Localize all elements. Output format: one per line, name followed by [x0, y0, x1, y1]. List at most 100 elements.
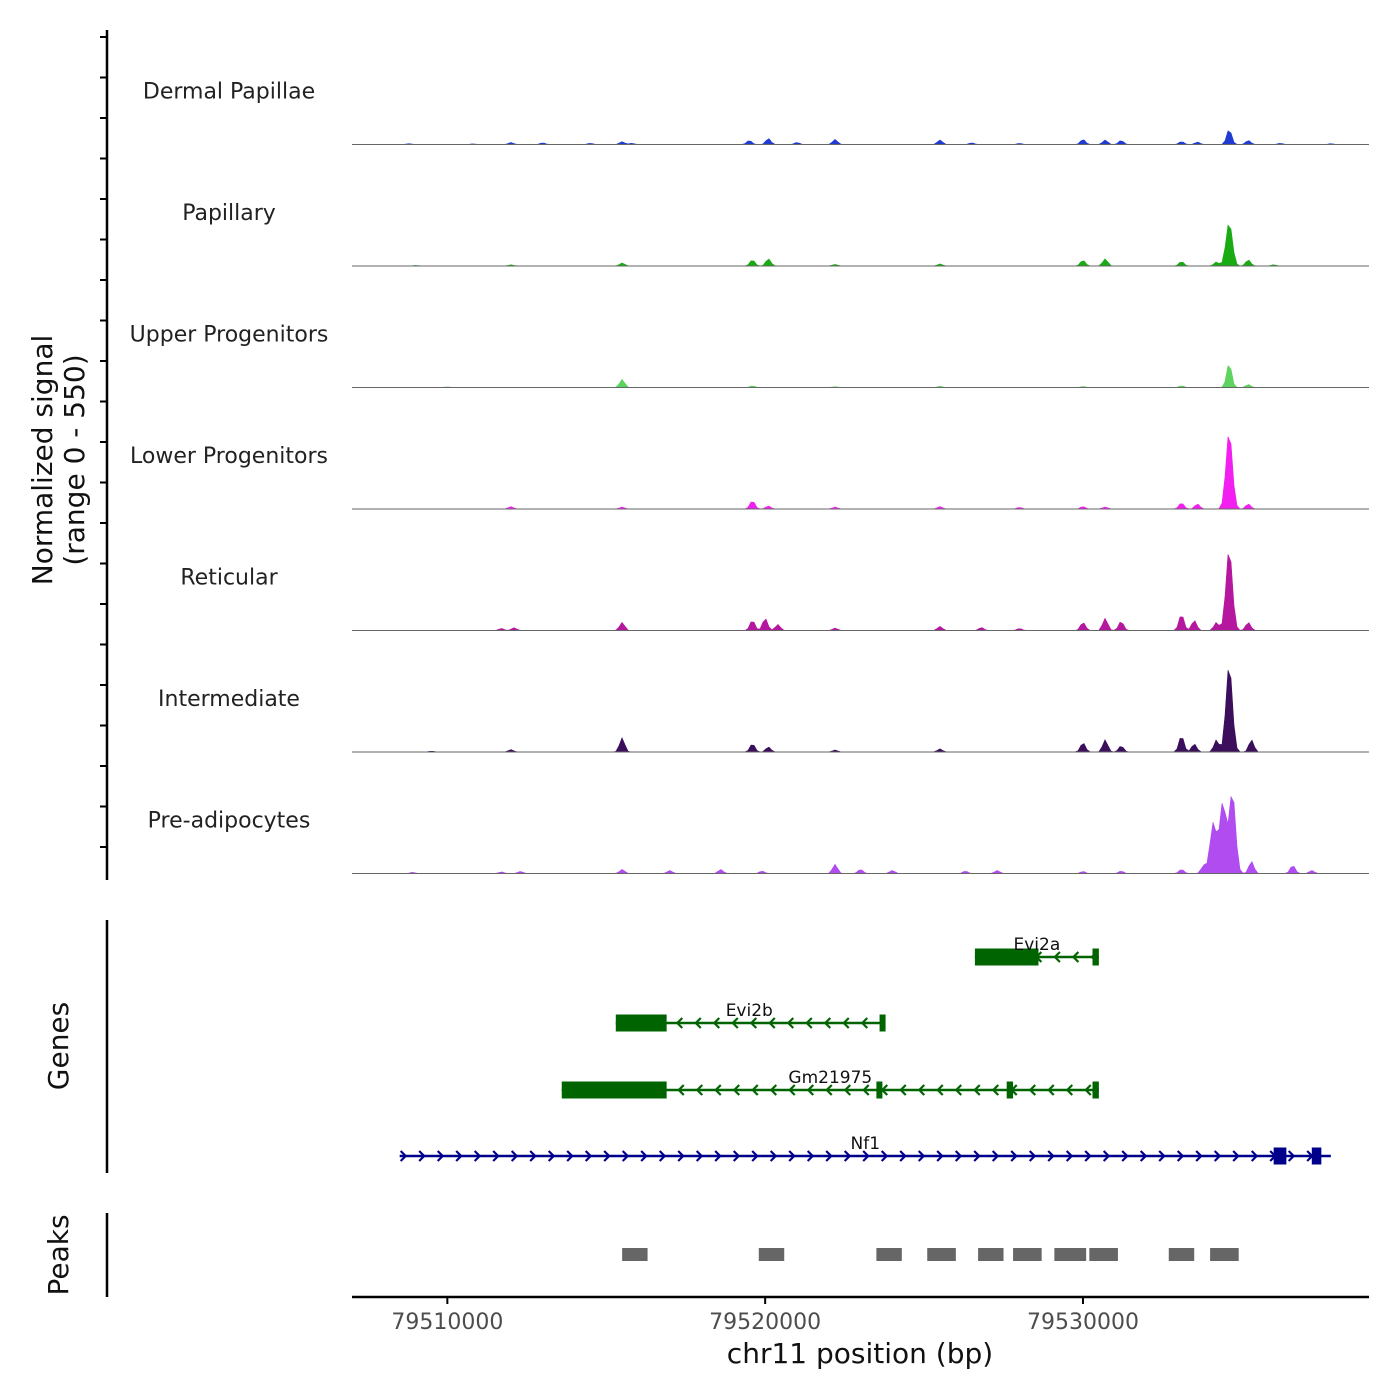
strand-chevron	[677, 1084, 685, 1096]
strand-chevron	[917, 1084, 926, 1096]
gene-exon	[561, 1081, 667, 1099]
strand-chevron	[1102, 1150, 1111, 1162]
strand-chevron	[712, 1017, 721, 1029]
strand-chevron	[695, 1084, 704, 1096]
strand-chevron	[768, 1017, 776, 1029]
peak-region	[978, 1248, 1004, 1261]
peak-region	[1054, 1248, 1087, 1261]
strand-chevron	[1028, 1150, 1037, 1162]
strand-chevron	[1071, 951, 1080, 963]
strand-chevron	[823, 1017, 832, 1029]
peak-region	[758, 1248, 785, 1261]
strand-chevron	[862, 1150, 870, 1162]
strand-chevron	[695, 1150, 704, 1162]
gene-gm21975: Gm21975	[561, 1068, 1099, 1099]
peak-region	[927, 1248, 956, 1261]
strand-chevron	[510, 1150, 519, 1162]
strand-chevron	[584, 1150, 593, 1162]
strand-chevron	[973, 1150, 981, 1162]
strand-chevron	[714, 1150, 722, 1162]
coverage-area	[352, 130, 1369, 145]
x-tick-label: 79510000	[391, 1310, 503, 1335]
strand-chevron	[899, 1084, 907, 1096]
strand-chevron	[1121, 1150, 1129, 1162]
strand-chevron	[1047, 1084, 1055, 1096]
strand-chevron	[1065, 1084, 1074, 1096]
coverage-area	[352, 364, 1369, 388]
peak-region	[876, 1248, 902, 1261]
strand-chevron	[1250, 1150, 1259, 1162]
strand-chevron	[732, 1150, 741, 1162]
strand-chevron	[640, 1150, 648, 1162]
strand-chevron	[1084, 1084, 1092, 1096]
strand-chevron	[1028, 1084, 1037, 1096]
gene-exon	[974, 948, 1039, 966]
gene-label: Evi2a	[1014, 935, 1061, 955]
strand-chevron	[714, 1084, 722, 1096]
gene-exon	[879, 1014, 886, 1032]
strand-chevron	[399, 1150, 408, 1162]
strand-chevron	[547, 1150, 556, 1162]
strand-chevron	[418, 1150, 426, 1162]
strand-chevron	[860, 1017, 869, 1029]
x-tick-label: 79520000	[709, 1310, 821, 1335]
peak-region	[1168, 1248, 1195, 1261]
strand-chevron	[1010, 1150, 1018, 1162]
strand-chevron	[825, 1084, 833, 1096]
gene-evi2a: Evi2a	[974, 935, 1099, 966]
strand-chevron	[1287, 1150, 1296, 1162]
strand-chevron	[788, 1084, 796, 1096]
gene-label: Nf1	[851, 1134, 881, 1154]
y-axis-range-label: (range 0 - 550)	[58, 354, 91, 565]
strand-chevron	[675, 1017, 684, 1029]
strand-chevron	[751, 1150, 759, 1162]
strand-chevron	[769, 1084, 778, 1096]
strand-chevron	[936, 1150, 944, 1162]
coverage-area	[352, 670, 1369, 753]
coverage-track-pre-adipocytes: Pre-adipocytes	[148, 795, 1369, 874]
coverage-track-label: Dermal Papillae	[143, 80, 315, 105]
gene-nf1: Nf1	[399, 1134, 1331, 1165]
strand-chevron	[1065, 1150, 1074, 1162]
strand-chevron	[694, 1017, 702, 1029]
strand-chevron	[1084, 1150, 1092, 1162]
strand-chevron	[843, 1084, 852, 1096]
coverage-track-label: Papillary	[182, 201, 276, 226]
coverage-track-label: Intermediate	[158, 687, 300, 712]
strand-chevron	[899, 1150, 907, 1162]
coverage-track-intermediate: Intermediate	[158, 670, 1369, 753]
x-tick-label: 79530000	[1027, 1310, 1139, 1335]
peaks-track-label: Peaks	[42, 1214, 75, 1295]
strand-chevron	[917, 1150, 926, 1162]
strand-chevron	[732, 1084, 741, 1096]
peak-region	[1013, 1248, 1042, 1261]
gene-annotation-track: Evi2a Evi2b Gm21975 Nf1	[399, 935, 1331, 1165]
peaks-track	[622, 1248, 1239, 1261]
y-axis-title: Normalized signal	[26, 335, 59, 586]
strand-chevron	[786, 1017, 795, 1029]
strand-chevron	[529, 1150, 537, 1162]
strand-chevron	[1139, 1150, 1148, 1162]
coverage-track-lower-progenitors: Lower Progenitors	[130, 436, 1369, 510]
gene-label: Evi2b	[726, 1001, 773, 1021]
strand-chevron	[862, 1084, 870, 1096]
strand-chevron	[1158, 1150, 1166, 1162]
coverage-track-upper-progenitors: Upper Progenitors	[130, 323, 1369, 388]
gene-exon	[1092, 948, 1099, 966]
strand-chevron	[603, 1150, 611, 1162]
strand-chevron	[769, 1150, 778, 1162]
strand-chevron	[492, 1150, 500, 1162]
strand-chevron	[1047, 1150, 1055, 1162]
gene-exon	[1006, 1081, 1014, 1099]
strand-chevron	[731, 1017, 739, 1029]
strand-chevron	[749, 1017, 758, 1029]
strand-chevron	[805, 1017, 813, 1029]
strand-chevron	[954, 1084, 963, 1096]
strand-chevron	[842, 1017, 850, 1029]
coverage-area	[352, 436, 1369, 510]
strand-chevron	[880, 1150, 889, 1162]
peak-region	[1210, 1248, 1239, 1261]
coverage-tracks: Dermal Papillae Papillary Upper Progenitor…	[130, 80, 1369, 874]
coverage-track-label: Pre-adipocytes	[148, 809, 311, 834]
